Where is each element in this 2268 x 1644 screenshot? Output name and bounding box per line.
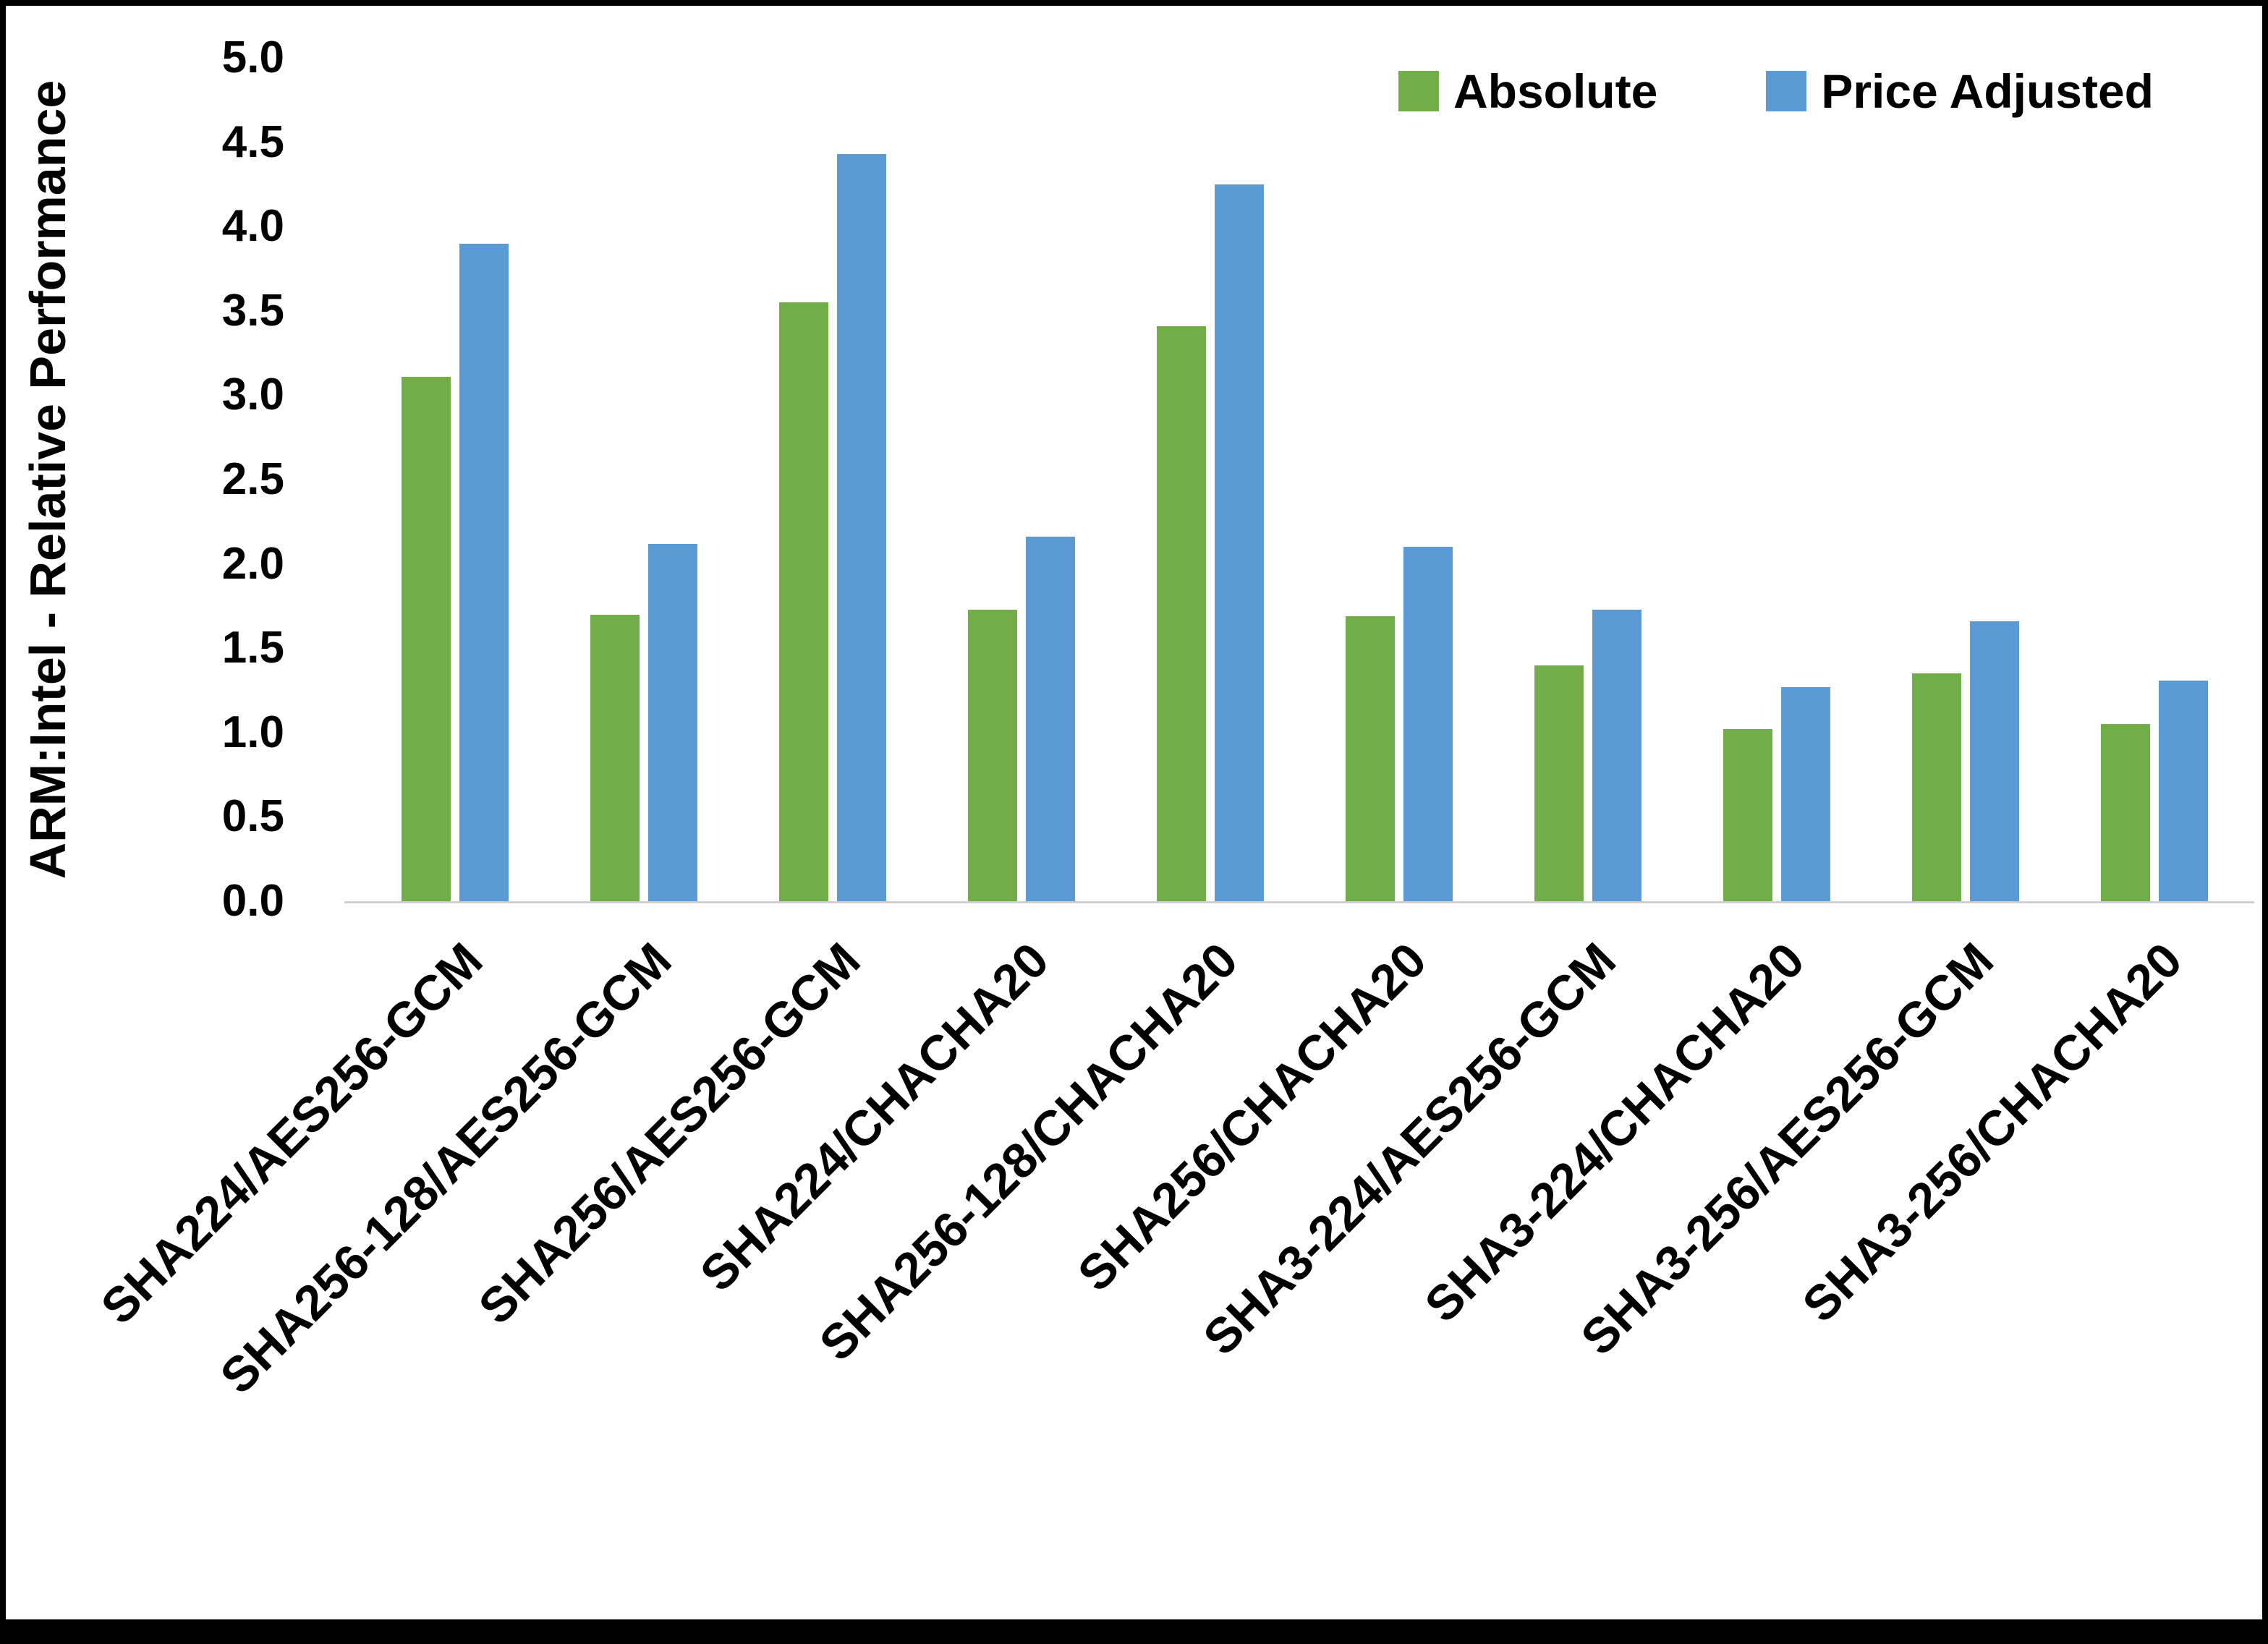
bar-absolute [1345, 616, 1395, 901]
x-axis-label: SHA224/AES256-GCM [90, 932, 493, 1335]
bar-absolute [590, 614, 640, 901]
y-axis-title: ARM:Intel - Relative Performance [20, 80, 76, 880]
legend-label-absolute: Absolute [1453, 64, 1658, 118]
bar-price-adjusted [1592, 609, 1641, 901]
bar-price-adjusted [1969, 621, 2019, 901]
bar-absolute [401, 376, 451, 901]
bar-price-adjusted [459, 243, 509, 901]
x-axis-label: SHA224/CHACHA20 [689, 932, 1060, 1302]
bar-absolute [1911, 673, 1961, 901]
bar-price-adjusted [1780, 686, 1830, 901]
x-axis-label: SHA256/CHACHA20 [1067, 932, 1437, 1302]
bar-absolute [2100, 724, 2150, 901]
bar-absolute [778, 302, 828, 901]
y-tick-label: 3.5 [221, 285, 284, 336]
y-tick-label: 4.0 [221, 201, 284, 252]
bar-absolute [1534, 665, 1584, 901]
bar-absolute [1156, 325, 1206, 901]
x-axis-label: SHA3-224/CHACHA20 [1414, 932, 1815, 1333]
x-axis-label: SHA3-256/CHACHA20 [1791, 932, 2193, 1333]
legend-swatch-absolute-icon [1398, 71, 1439, 111]
y-tick-label: 2.0 [221, 538, 284, 589]
legend-item-absolute: Absolute [1398, 64, 1657, 119]
legend-label-price-adjusted: Price Adjusted [1821, 64, 2154, 118]
y-tick-label: 1.0 [221, 707, 284, 757]
bar-price-adjusted [647, 543, 697, 901]
bar-absolute [1723, 729, 1772, 901]
y-tick-label: 1.5 [221, 623, 284, 673]
bar-absolute [967, 609, 1017, 901]
y-tick-label: 4.5 [221, 116, 284, 167]
y-tick-label: 0.5 [221, 791, 284, 842]
legend: Absolute Price Adjusted [1398, 64, 2154, 119]
bar-price-adjusted [1025, 537, 1075, 901]
bottom-frame-bar [6, 1619, 2262, 1638]
y-tick-label: 5.0 [221, 33, 284, 82]
bar-price-adjusted [1214, 184, 1264, 901]
bar-price-adjusted [2158, 680, 2208, 901]
x-axis-line [344, 901, 2254, 903]
bar-price-adjusted [1403, 547, 1453, 901]
bar-price-adjusted [836, 153, 886, 901]
y-tick-label: 0.0 [221, 876, 284, 926]
legend-item-price-adjusted: Price Adjusted [1766, 64, 2154, 119]
legend-swatch-price-adjusted-icon [1766, 71, 1807, 111]
y-tick-label: 3.0 [221, 370, 284, 420]
y-tick-label: 2.5 [221, 454, 284, 504]
x-axis-label: SHA256/AES256-GCM [468, 932, 871, 1335]
